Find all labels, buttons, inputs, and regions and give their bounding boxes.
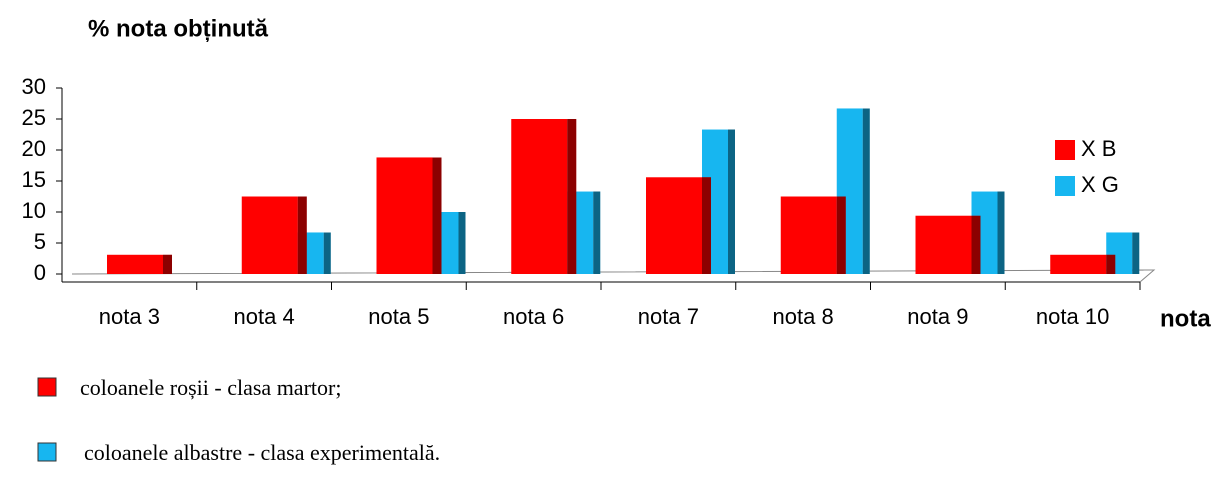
bar-side-shade (971, 215, 981, 274)
bar-side (163, 254, 172, 274)
bar-side-shade (728, 129, 735, 274)
x-tick-label: nota 5 (368, 304, 429, 329)
bar-side-shade (862, 108, 870, 275)
bar (646, 177, 702, 274)
bar-side-shade (323, 232, 331, 274)
bar-side-shade (432, 157, 442, 274)
x-tick-label: nota 7 (638, 304, 699, 329)
bar (241, 196, 298, 274)
x-tick-label: nota 8 (773, 304, 834, 329)
note-swatch (37, 442, 57, 462)
bar-side (323, 232, 331, 274)
y-tick-label: 10 (22, 198, 46, 223)
bar-side (593, 191, 601, 274)
note-text: coloanele albastre - clasa experimentală… (84, 440, 440, 465)
legend-label: X B (1081, 136, 1116, 161)
bar-side (971, 215, 981, 274)
bar (107, 254, 163, 274)
bar (376, 157, 433, 274)
x-tick-label: nota 6 (503, 304, 564, 329)
bar-side (862, 108, 870, 275)
bar-side (997, 191, 1005, 274)
x-tick-label: nota 10 (1036, 304, 1109, 329)
legend-label: X G (1081, 172, 1119, 197)
x-tick-label: nota 4 (234, 304, 295, 329)
bar-side-shade (297, 196, 307, 274)
bar (915, 215, 972, 274)
bar-side-shade (997, 191, 1005, 274)
bar-side (458, 212, 466, 274)
x-tick-label: nota 9 (907, 304, 968, 329)
x-tick-label: nota 3 (99, 304, 160, 329)
bar-side-shade (593, 191, 601, 274)
bar-side (432, 157, 442, 274)
bar-side (702, 177, 711, 274)
y-tick-label: 15 (22, 167, 46, 192)
bar-side-shade (1106, 254, 1116, 274)
bar-side-shade (163, 254, 172, 274)
bar-side-shade (458, 212, 466, 274)
note-swatch (37, 377, 57, 397)
legend-swatch (1055, 140, 1075, 160)
y-tick-label: 25 (22, 105, 46, 130)
bar-side (297, 196, 307, 274)
bar-side-shade (836, 196, 846, 274)
y-tick-label: 0 (34, 260, 46, 285)
x-axis-label: nota (1160, 305, 1211, 332)
bar-side (1132, 232, 1140, 274)
y-tick-label: 20 (22, 136, 46, 161)
bar-side (1106, 254, 1116, 274)
bar (780, 196, 837, 274)
chart-title: % nota obținută (88, 15, 269, 42)
bar (1050, 254, 1107, 274)
y-tick-label: 5 (34, 229, 46, 254)
legend-swatch (1055, 176, 1075, 196)
bar-side-shade (702, 177, 711, 274)
bar-side (836, 196, 846, 274)
y-tick-label: 30 (22, 74, 46, 99)
bar-side (567, 119, 577, 274)
bar-side (728, 129, 735, 274)
bar (511, 119, 568, 274)
bar-side-shade (567, 119, 577, 274)
note-text: coloanele roșii - clasa martor; (80, 375, 341, 400)
bar-side-shade (1132, 232, 1140, 274)
